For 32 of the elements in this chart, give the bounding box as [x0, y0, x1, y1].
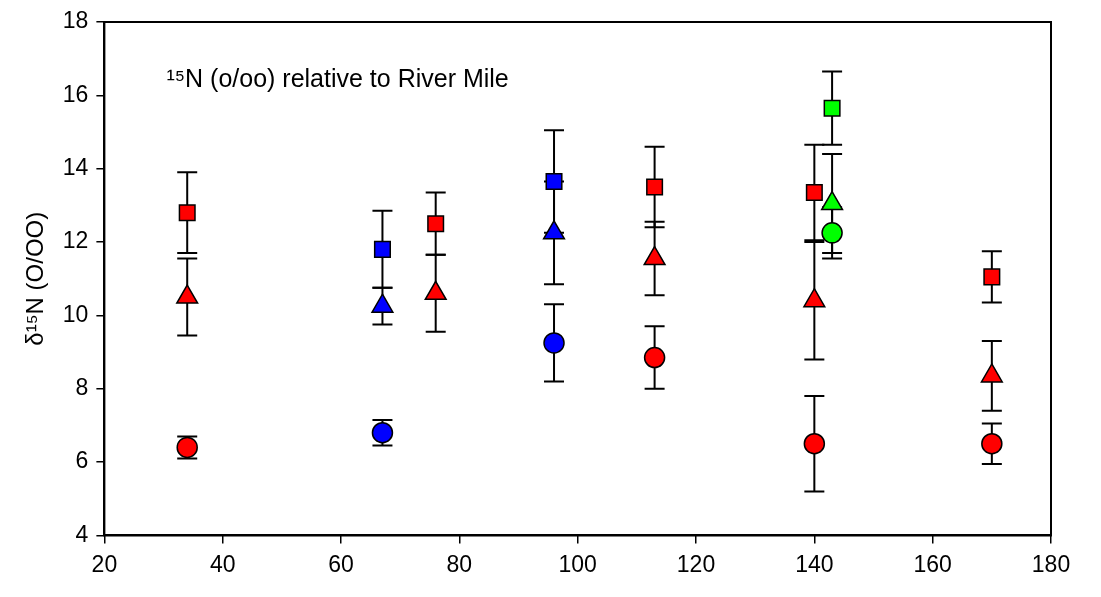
point	[646, 178, 664, 196]
y-tick-label: 4	[75, 520, 89, 547]
x-tick-label: 100	[558, 550, 597, 577]
point	[178, 204, 196, 222]
y-tick-label: 18	[62, 7, 89, 34]
x-tick-label: 20	[91, 550, 118, 577]
point	[427, 215, 445, 233]
point	[805, 183, 823, 202]
x-tick-label: 80	[446, 550, 473, 577]
point	[545, 172, 563, 191]
x-tick-label: 160	[913, 550, 952, 577]
point	[543, 332, 565, 354]
y-tick-label: 16	[62, 80, 89, 107]
y-tick-label: 6	[75, 447, 89, 474]
y-tick-label: 14	[62, 154, 89, 181]
point	[373, 240, 391, 258]
y-axis-title: δ¹⁵N (O/OO)	[21, 211, 49, 346]
point	[803, 432, 826, 455]
x-tick-label: 40	[209, 550, 236, 577]
x-tick-label: 140	[795, 550, 834, 577]
point	[821, 222, 843, 244]
annotation: ¹⁵N (o/oo) relative to River Mile	[166, 63, 509, 92]
x-tick-label: 60	[328, 550, 354, 577]
point	[643, 346, 666, 369]
x-tick-label: 120	[676, 550, 716, 577]
y-tick-label: 8	[75, 374, 89, 401]
point	[823, 99, 841, 117]
y-tick-label: 10	[62, 300, 89, 327]
point	[981, 432, 1003, 455]
y-tick-label: 12	[62, 227, 89, 254]
point	[983, 268, 1001, 286]
x-tick-label: 180	[1031, 550, 1071, 577]
